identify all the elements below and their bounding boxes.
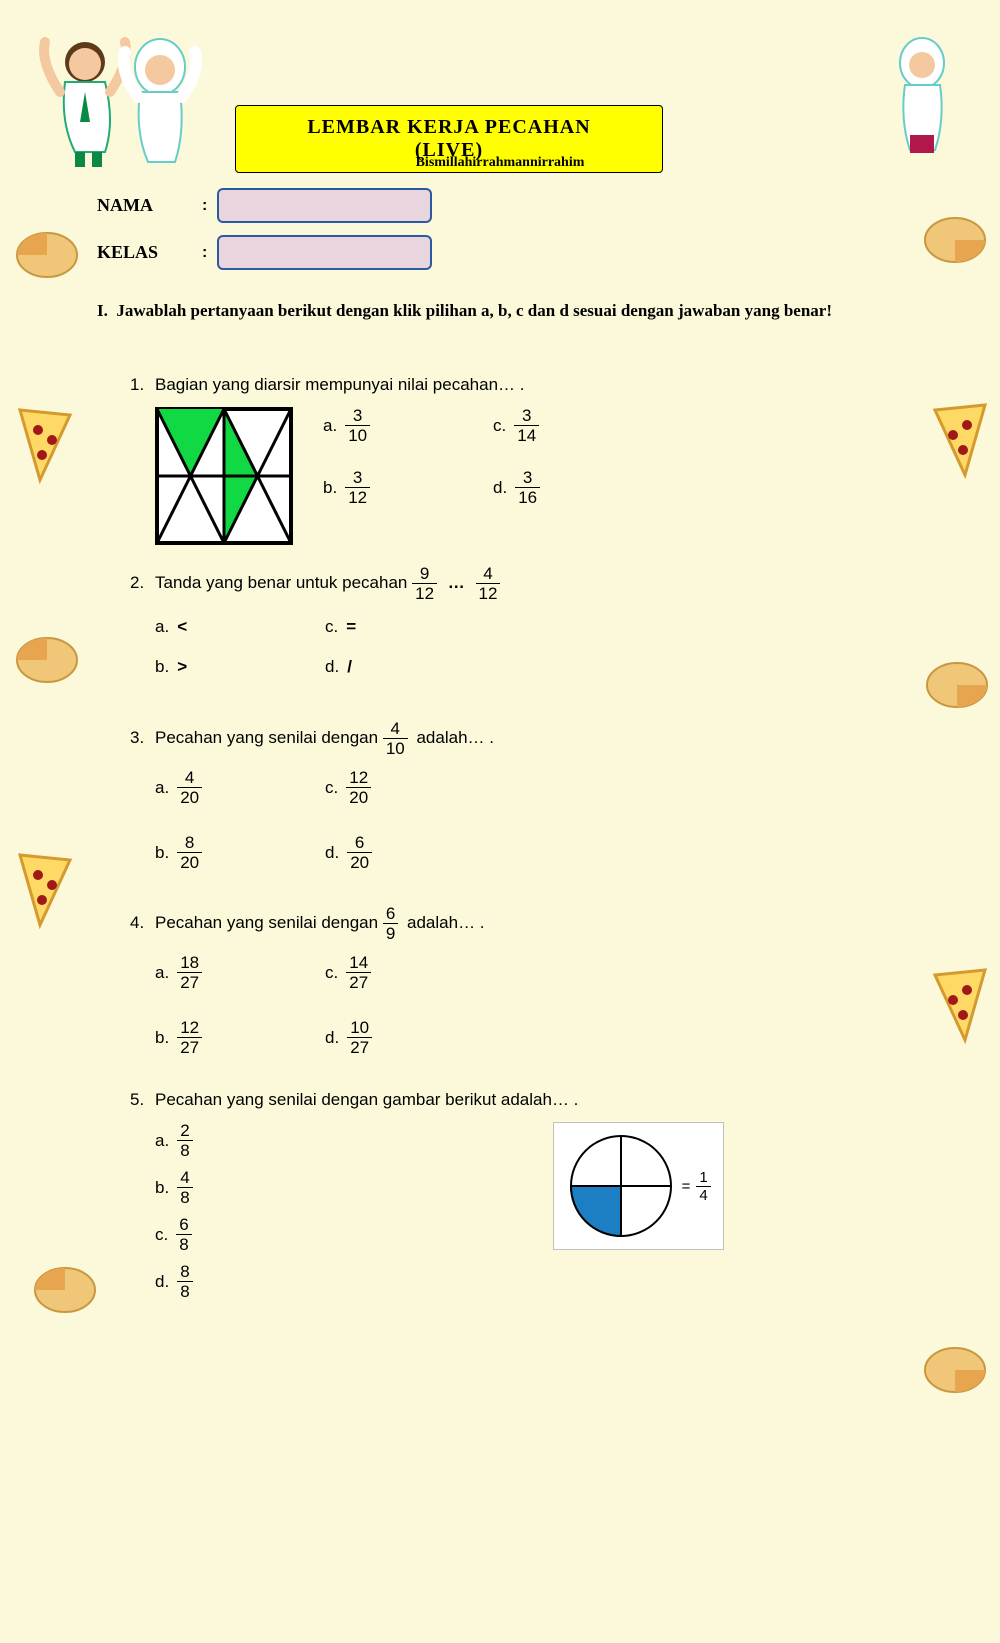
- q4-option-b[interactable]: b.1227: [155, 1019, 325, 1056]
- pie-deco-1: [12, 225, 82, 285]
- q3-option-c[interactable]: c.1220: [325, 769, 371, 806]
- q2-option-c[interactable]: c.=: [325, 617, 356, 637]
- q1-diagram: [155, 407, 293, 545]
- q2-option-a[interactable]: a.<: [155, 617, 325, 637]
- equals-sign: =: [682, 1178, 691, 1195]
- q4-option-c[interactable]: c.1427: [325, 954, 371, 991]
- question-4: 4.Pecahan yang senilai dengan 69 adalah……: [130, 905, 870, 1066]
- pizza-slice-3: [10, 845, 80, 935]
- class-row: KELAS :: [97, 235, 432, 270]
- kids-illustration: [30, 22, 210, 172]
- pie-deco-6: [920, 1340, 990, 1400]
- q2-text: 2.Tanda yang benar untuk pecahan 912 … 4…: [130, 565, 870, 602]
- name-row: NAMA :: [97, 188, 432, 223]
- question-3: 3.Pecahan yang senilai dengan 410 adalah…: [130, 720, 870, 881]
- q2-option-b[interactable]: b.>: [155, 657, 325, 677]
- q2-option-d[interactable]: d./: [325, 657, 352, 677]
- q5-option-d[interactable]: d.88: [155, 1263, 193, 1300]
- question-5: 5.Pecahan yang senilai dengan gambar ber…: [130, 1090, 870, 1310]
- subtitle: Bismillahirrahmannirrahim: [0, 155, 1000, 171]
- colon: :: [202, 244, 207, 262]
- q3-text: 3.Pecahan yang senilai dengan 410 adalah…: [130, 720, 870, 757]
- q5-option-c[interactable]: c.68: [155, 1216, 193, 1253]
- question-1: 1.Bagian yang diarsir mempunyai nilai pe…: [130, 375, 870, 545]
- class-input[interactable]: [217, 235, 432, 270]
- q1-option-a[interactable]: a.310: [323, 407, 493, 444]
- section-header: I. Jawablah pertanyaan berikut dengan kl…: [97, 295, 847, 327]
- q3-option-b[interactable]: b.820: [155, 834, 325, 871]
- q5-pie-diagram: = 14: [553, 1122, 724, 1250]
- q4-text: 4.Pecahan yang senilai dengan 69 adalah……: [130, 905, 870, 942]
- q1-option-d[interactable]: d.316: [493, 469, 540, 506]
- class-label: KELAS: [97, 242, 202, 263]
- q4-option-d[interactable]: d.1027: [325, 1019, 372, 1056]
- q1-option-c[interactable]: c.314: [493, 407, 539, 444]
- q5-option-a[interactable]: a.28: [155, 1122, 193, 1159]
- colon: :: [202, 197, 207, 215]
- section-marker: I.: [97, 301, 108, 320]
- pie-deco-3: [12, 630, 82, 690]
- q5-text: 5.Pecahan yang senilai dengan gambar ber…: [130, 1090, 870, 1110]
- q3-option-d[interactable]: d.620: [325, 834, 372, 871]
- pizza-slice-4: [925, 960, 995, 1050]
- pizza-slice-1: [10, 400, 80, 490]
- pie-deco-2: [920, 210, 990, 270]
- q1-option-b[interactable]: b.312: [323, 469, 493, 506]
- name-label: NAMA: [97, 195, 202, 216]
- girl-illustration: [880, 35, 965, 155]
- q4-option-a[interactable]: a.1827: [155, 954, 325, 991]
- pie-deco-4: [922, 655, 992, 715]
- section-text: Jawablah pertanyaan berikut dengan klik …: [116, 301, 832, 320]
- q3-option-a[interactable]: a.420: [155, 769, 325, 806]
- name-input[interactable]: [217, 188, 432, 223]
- q5-option-b[interactable]: b.48: [155, 1169, 193, 1206]
- pie-deco-5: [30, 1260, 100, 1320]
- pizza-slice-2: [925, 395, 995, 485]
- q1-text: 1.Bagian yang diarsir mempunyai nilai pe…: [130, 375, 870, 395]
- question-2: 2.Tanda yang benar untuk pecahan 912 … 4…: [130, 565, 870, 687]
